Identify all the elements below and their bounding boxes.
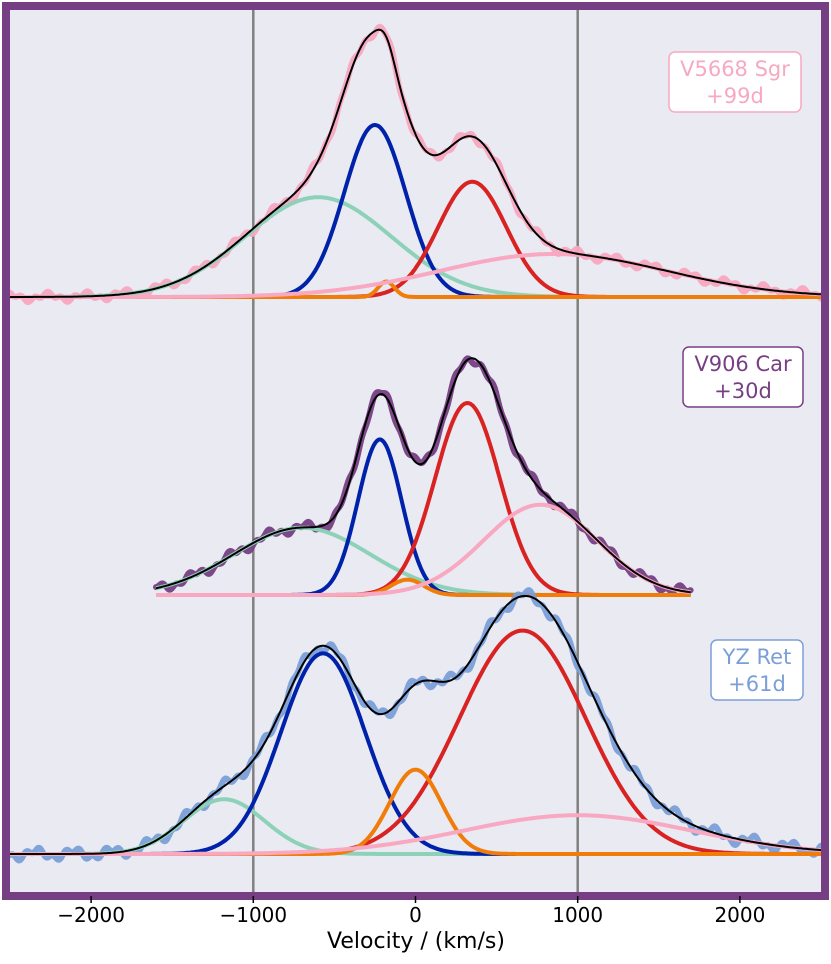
label-v906-car: V906 Car +30d (682, 346, 804, 408)
label-box-v906-car (682, 346, 804, 408)
label-box-yz-ret (710, 639, 804, 701)
label-epoch-v5668-sgr: +99d (706, 84, 764, 108)
panel-v5668-sgr (7, 23, 824, 306)
label-v5668-sgr: V5668 Sgr +99d (668, 51, 802, 113)
total-fit-v906-car (155, 357, 691, 594)
x-tick-label: 2000 (714, 903, 765, 927)
x-tick-label: −2000 (57, 903, 125, 927)
label-epoch-v906-car: +30d (714, 379, 772, 403)
label-box-v5668-sgr (668, 51, 802, 113)
annotations-group: V5668 Sgr +99d V906 Car +30d YZ Ret +61d (668, 51, 804, 701)
x-axis: −2000 −1000 0 1000 2000 (57, 896, 765, 927)
label-yz-ret: YZ Ret +61d (710, 639, 804, 701)
plot-background (10, 10, 821, 892)
x-tick-label: −1000 (219, 903, 287, 927)
panel-yz-ret (7, 587, 824, 864)
panel-v906-car (153, 355, 694, 597)
total-fit-yz-ret (10, 594, 822, 855)
curves-group (7, 23, 824, 864)
label-name-yz-ret: YZ Ret (722, 645, 792, 669)
label-name-v906-car: V906 Car (694, 352, 792, 376)
x-tick-label: 1000 (552, 903, 603, 927)
x-axis-label: Velocity / (km/s) (327, 929, 505, 954)
x-tick-label: 0 (409, 903, 422, 927)
total-fit-v5668-sgr (10, 28, 821, 298)
label-epoch-yz-ret: +61d (728, 672, 786, 696)
vline-group (252, 10, 579, 892)
label-name-v5668-sgr: V5668 Sgr (680, 57, 790, 81)
pink-component-yz-ret (9, 813, 822, 856)
